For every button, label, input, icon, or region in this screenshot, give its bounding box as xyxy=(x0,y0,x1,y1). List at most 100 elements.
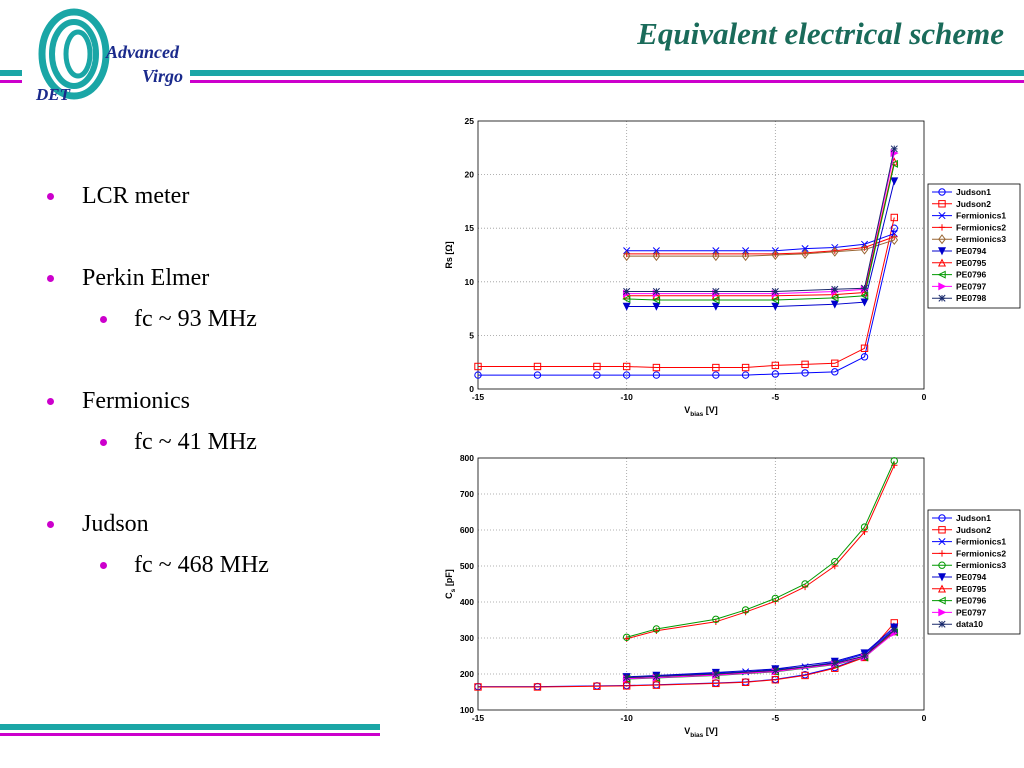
data-point xyxy=(652,251,661,262)
legend-marker xyxy=(938,188,946,196)
bullet-text: LCR meter xyxy=(82,183,190,209)
x-tick-label: 0 xyxy=(922,713,927,723)
legend-marker xyxy=(938,212,946,220)
footer-stripe-teal xyxy=(0,724,380,730)
x-tick-label: -5 xyxy=(772,713,780,723)
data-point xyxy=(652,287,660,296)
sub-bullet-text: fc ~ 468 MHz xyxy=(134,552,269,578)
series-pe0796 xyxy=(622,159,898,305)
data-point xyxy=(830,246,839,257)
legend-label: PE0797 xyxy=(956,607,987,617)
data-point xyxy=(771,666,779,674)
data-point xyxy=(593,682,601,690)
data-point xyxy=(533,362,542,371)
legend-label: PE0796 xyxy=(956,596,987,606)
y-tick-label: 400 xyxy=(460,597,474,607)
data-point xyxy=(801,360,809,369)
data-point xyxy=(860,291,869,300)
data-point xyxy=(830,293,839,302)
data-point xyxy=(622,302,631,311)
data-point xyxy=(712,679,720,688)
y-tick-label: 800 xyxy=(460,453,474,463)
series-line xyxy=(478,217,895,369)
series-judson2 xyxy=(474,619,898,691)
legend-marker xyxy=(938,538,946,546)
legend-marker xyxy=(938,282,947,291)
data-point xyxy=(861,528,868,535)
bullet-item: Fermionics xyxy=(44,381,404,422)
legend-marker xyxy=(938,550,946,557)
sub-bullet-item: fc ~ 93 MHz xyxy=(44,299,404,340)
data-point xyxy=(801,248,809,259)
bullet-dot xyxy=(47,275,54,282)
advanced-virgo-logo: Advanced Virgo DET xyxy=(35,8,183,104)
data-point xyxy=(771,296,780,305)
bullet-list: LCR meter Perkin Elmer fc ~ 93 MHz Fermi… xyxy=(44,176,404,586)
data-point xyxy=(712,251,720,262)
legend-marker xyxy=(938,234,946,245)
bullet-text: Judson xyxy=(82,511,149,537)
data-point xyxy=(652,247,660,255)
sub-bullet-text: fc ~ 41 MHz xyxy=(134,429,257,455)
legend-label: Judson2 xyxy=(956,525,991,535)
data-point xyxy=(474,362,482,371)
legend-marker xyxy=(937,596,946,605)
legend-label: PE0795 xyxy=(956,258,987,268)
data-point xyxy=(890,457,898,465)
data-point xyxy=(741,606,750,614)
y-axis-label: Cs [pF] xyxy=(444,569,457,599)
data-point xyxy=(623,287,631,296)
data-point xyxy=(712,670,720,678)
data-point xyxy=(623,247,631,255)
y-tick-label: 20 xyxy=(465,170,475,180)
data-point xyxy=(889,159,898,168)
data-point xyxy=(741,678,750,686)
x-axis-label: Vbias [V] xyxy=(684,405,718,418)
data-point xyxy=(831,285,839,293)
legend-label: Fermionics1 xyxy=(956,211,1006,221)
legend-marker xyxy=(938,514,946,522)
data-point xyxy=(593,371,601,379)
series-judson1 xyxy=(474,224,898,379)
bullet-dot xyxy=(47,521,54,528)
data-point xyxy=(860,652,869,660)
bullet-dot xyxy=(100,562,107,569)
data-point xyxy=(622,362,631,371)
data-point xyxy=(890,230,898,238)
data-point xyxy=(890,177,899,186)
plot-background xyxy=(478,121,924,389)
data-point xyxy=(891,233,898,240)
data-point xyxy=(652,371,661,379)
bullet-dot xyxy=(47,193,54,200)
data-point xyxy=(623,674,631,682)
y-axis-label: Rs [Ω] xyxy=(444,241,454,268)
y-tick-label: 600 xyxy=(460,525,474,535)
footer-stripe-magenta xyxy=(0,733,380,736)
plot-frame xyxy=(477,120,925,390)
sub-bullet-item: fc ~ 468 MHz xyxy=(44,545,404,586)
x-axis-label: Vbias [V] xyxy=(684,726,718,739)
cs-vs-vbias-chart: -15 -10 -5 0 100 200 300 400 500 600 700 800 Vbias [… xyxy=(444,453,1021,739)
y-tick-label: 5 xyxy=(469,330,474,340)
bullet-item: LCR meter xyxy=(44,176,404,217)
data-point xyxy=(890,145,898,153)
logo-advanced-text: Advanced xyxy=(105,42,180,62)
header-stripe-magenta-left xyxy=(0,80,22,83)
data-point xyxy=(771,370,780,378)
header-stripe-teal xyxy=(190,70,1024,76)
data-point xyxy=(831,368,839,376)
data-point xyxy=(712,247,720,255)
data-point xyxy=(831,557,839,566)
data-point xyxy=(622,682,631,690)
y-tick-label: 0 xyxy=(469,384,474,394)
data-point xyxy=(652,302,661,311)
legend-marker xyxy=(938,608,947,617)
legend-marker xyxy=(937,584,947,593)
x-tick-label: -15 xyxy=(472,713,485,723)
data-point xyxy=(712,287,720,296)
legend-label: PE0795 xyxy=(956,584,987,594)
data-point xyxy=(771,249,780,261)
series-fermionics3 xyxy=(622,457,898,641)
bullet-text: Perkin Elmer xyxy=(82,265,210,291)
